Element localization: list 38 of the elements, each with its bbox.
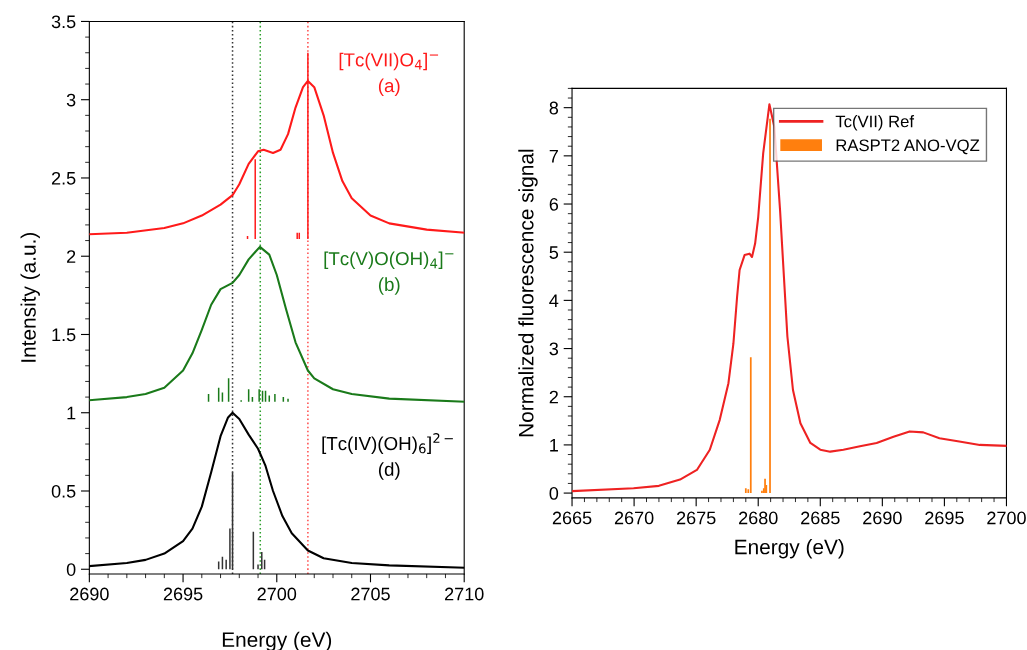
y-axis-title: Intensity (a.u.) bbox=[20, 232, 40, 362]
x-tick-label: 2690 bbox=[70, 587, 109, 601]
y-tick-label: 1.5 bbox=[52, 328, 76, 342]
legend-label: RASPT2 ANO-VQZ bbox=[836, 139, 980, 155]
y-tick-label: 5 bbox=[549, 246, 559, 259]
x-tick-label: 2690 bbox=[863, 511, 902, 525]
x-tick-label: 2675 bbox=[676, 511, 716, 525]
x-tick-label: 2700 bbox=[257, 587, 297, 601]
x-tick-label: 2705 bbox=[351, 587, 390, 601]
y-tick-label: 3 bbox=[66, 93, 76, 107]
y-tick-label: 0.5 bbox=[51, 484, 76, 498]
y-tick-label: 4 bbox=[549, 294, 559, 307]
x-tick-label: 2685 bbox=[801, 511, 840, 525]
y-tick-label: 1 bbox=[550, 439, 558, 452]
y-tick-label: 0 bbox=[66, 563, 76, 576]
x-tick-label: 2695 bbox=[925, 511, 964, 525]
x-tick-label: 2695 bbox=[163, 587, 203, 601]
y-tick-label: 3.5 bbox=[51, 15, 76, 29]
y-tick-label: 2.5 bbox=[51, 171, 76, 185]
text: [Tc(IV)(OH)$_{6}$]$^{2−}$ (d) bbox=[322, 433, 453, 480]
y-tick-label: 3 bbox=[549, 342, 559, 356]
y-tick-label: 1 bbox=[67, 406, 76, 420]
x-tick-label: 2700 bbox=[987, 511, 1026, 525]
x-tick-label: 2665 bbox=[552, 511, 592, 525]
y-tick-label: 2 bbox=[549, 390, 558, 404]
text: [Tc(V)O(OH)$_{4}$]$^{−}$ (b) bbox=[324, 251, 454, 295]
x-tick-label: 2670 bbox=[614, 511, 654, 525]
y-tick-label: 6 bbox=[549, 197, 559, 211]
y-tick-label: 0 bbox=[549, 487, 559, 500]
y-axis-title: Normalized fluorescence signal bbox=[518, 149, 538, 437]
y-tick-label: 8 bbox=[549, 101, 559, 115]
x-tick-label: 2710 bbox=[445, 587, 484, 601]
x-tick-label: 2680 bbox=[739, 511, 778, 525]
x-axis-title: Energy (eV) bbox=[735, 539, 844, 559]
y-tick-label: 2 bbox=[67, 250, 76, 263]
y-tick-label: 7 bbox=[549, 149, 558, 163]
text: [Tc(VII)O$_{4}$]$^{−}$ (a) bbox=[339, 52, 439, 96]
legend-label: Tc(VII) Ref bbox=[835, 115, 915, 131]
